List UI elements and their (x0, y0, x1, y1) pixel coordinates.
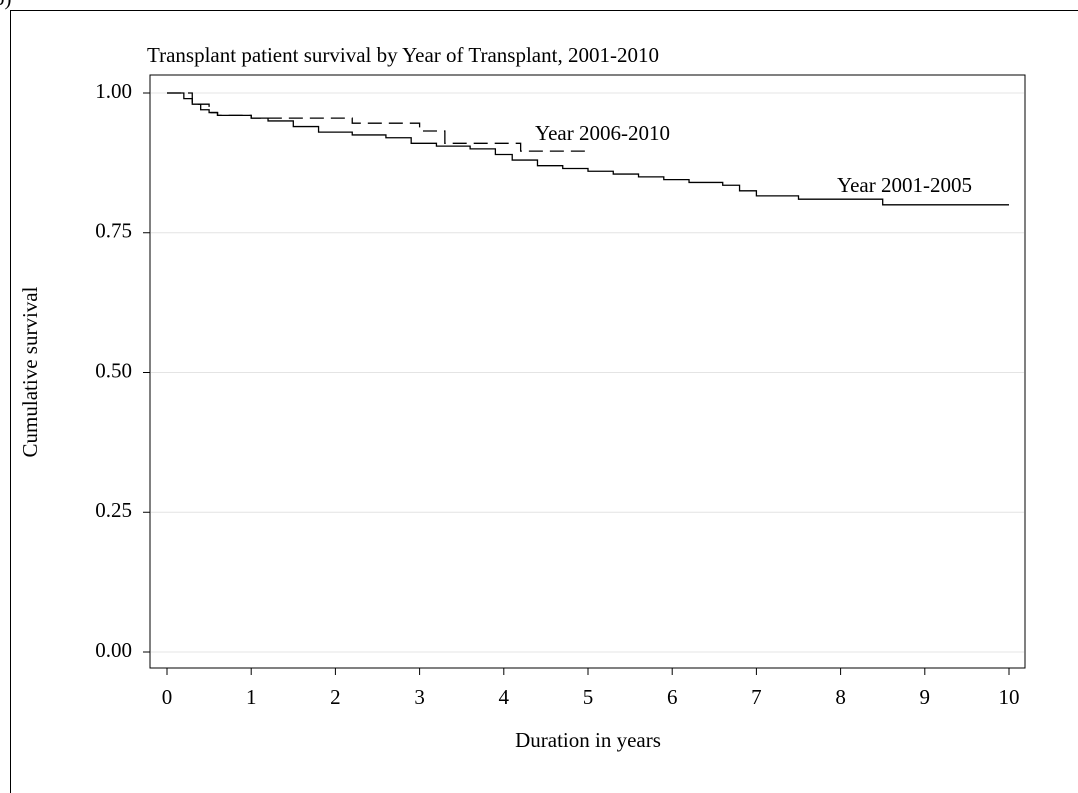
y-tick-label: 0.25 (95, 498, 132, 522)
x-axis-title: Duration in years (515, 728, 661, 752)
curve-label: Year 2001-2005 (837, 173, 972, 197)
x-tick-label: 4 (499, 685, 510, 709)
chart-title: Transplant patient survival by Year of T… (147, 43, 659, 67)
y-axis-title: Cumulative survival (18, 286, 42, 457)
plot-frame (149, 74, 1026, 669)
panel-label: b) (0, 0, 12, 10)
x-tick-label: 0 (162, 685, 173, 709)
x-tick-label: 7 (751, 685, 762, 709)
survival-curve (167, 92, 588, 152)
x-tick-label: 5 (583, 685, 594, 709)
y-tick-label: 0.75 (95, 219, 132, 243)
x-tick-label: 10 (999, 685, 1020, 709)
x-tick-label: 8 (835, 685, 846, 709)
y-tick-label: 0.00 (95, 638, 132, 662)
x-tick-label: 1 (246, 685, 257, 709)
x-tick-label: 6 (667, 685, 678, 709)
x-tick-label: 9 (920, 685, 931, 709)
y-tick-label: 1.00 (95, 79, 132, 103)
y-tick-label: 0.50 (95, 358, 132, 382)
x-tick-label: 3 (414, 685, 425, 709)
x-tick-label: 2 (330, 685, 341, 709)
curve-label: Year 2006-2010 (535, 121, 670, 145)
panel-frame (10, 10, 1078, 793)
